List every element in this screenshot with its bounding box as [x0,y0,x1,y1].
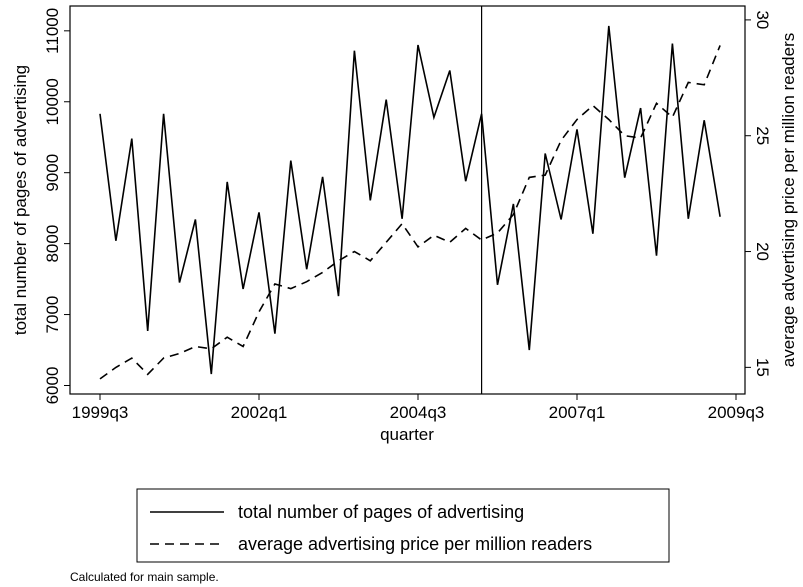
y-left-tick-label: 10000 [43,78,62,125]
plot-frame [69,5,746,395]
x-tick-label: 2007q1 [549,403,606,422]
x-tick-label: 2009q3 [708,403,765,422]
x-tick-label: 1999q3 [72,403,129,422]
y-axis-right-label: average advertising price per million re… [779,33,798,368]
legend-label-price: average advertising price per million re… [238,534,592,554]
y-axis-left-label: total number of pages of advertising [11,65,30,335]
legend: total number of pages of advertising ave… [136,488,670,563]
x-tick-label: 2002q1 [231,403,288,422]
y-left-tick-label: 7000 [43,296,62,334]
series-line-price [99,45,721,380]
x-tick-label: 2004q3 [390,403,447,422]
chart-note: Calculated for main sample. [70,570,219,584]
x-axis-label: quarter [380,425,434,444]
y-left-tick-label: 9000 [43,154,62,192]
y-right-tick-label: 20 [753,242,772,261]
legend-box [136,488,670,563]
y-left-tick-label: 8000 [43,225,62,263]
y-right-tick-label: 15 [753,358,772,377]
y-left-tick-label: 6000 [43,367,62,405]
y-right-tick-label: 30 [753,10,772,29]
legend-label-pages: total number of pages of advertising [238,502,524,522]
y-left-tick-label: 11000 [43,8,62,54]
y-right-tick-label: 25 [753,126,772,145]
series-line-pages [99,25,721,375]
